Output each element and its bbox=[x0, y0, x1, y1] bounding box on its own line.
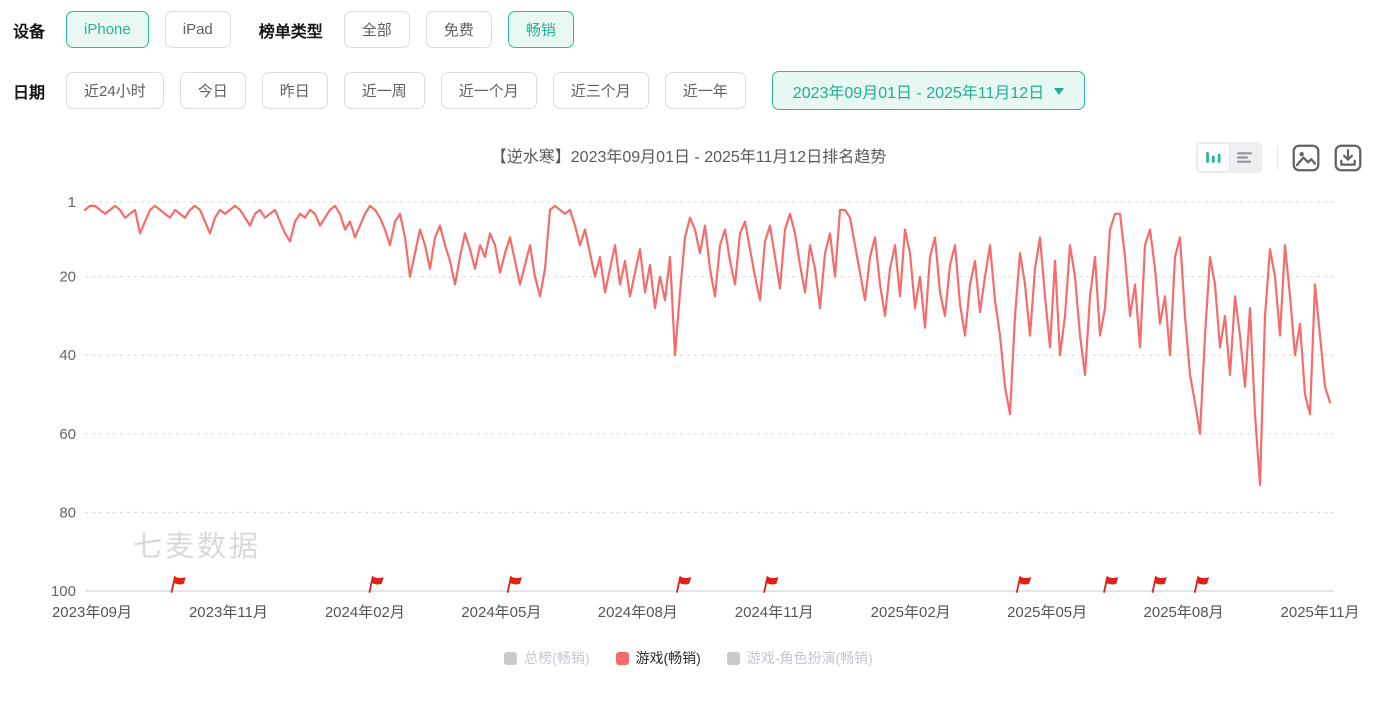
rank-trend-line[interactable] bbox=[83, 204, 1332, 486]
event-flag-8[interactable] bbox=[1151, 576, 1167, 593]
list-type-group-label: 榜单类型 bbox=[258, 23, 323, 41]
chart-toolbar bbox=[1196, 142, 1363, 173]
y-tick-label-80: 80 bbox=[59, 504, 76, 521]
date-quick-button-近一周[interactable]: 近一周 bbox=[343, 72, 425, 109]
device-button-iPhone[interactable]: iPhone bbox=[66, 11, 149, 48]
bar-chart-icon bbox=[1206, 152, 1221, 163]
x-tick-label-2: 2023年11月 bbox=[189, 604, 268, 621]
list-type-button-免费[interactable]: 免费 bbox=[425, 11, 492, 48]
date-quick-button-近24小时[interactable]: 近24小时 bbox=[66, 72, 164, 109]
download-data-button[interactable] bbox=[1333, 142, 1363, 173]
device-button-iPad[interactable]: iPad bbox=[164, 11, 231, 48]
export-image-button[interactable] bbox=[1291, 142, 1321, 173]
event-flag-6[interactable] bbox=[1016, 576, 1032, 593]
legend-label: 游戏-角色扮演(畅销) bbox=[746, 650, 873, 666]
toolbar-divider bbox=[1277, 145, 1278, 170]
date-quick-range-button-group: 近24小时 今日 昨日 近一周 近一个月 近三个月 近一年 bbox=[66, 72, 762, 109]
x-tick-label-7: 2025年02月 bbox=[871, 604, 951, 621]
y-tick-label-20: 20 bbox=[59, 269, 76, 286]
x-tick-label-9: 2025年08月 bbox=[1144, 604, 1224, 621]
event-flag-7[interactable] bbox=[1103, 576, 1119, 593]
date-filter-row: 日期 近24小时 今日 昨日 近一周 近一个月 近三个月 近一年 2023年09月01日 -… bbox=[0, 71, 1377, 110]
x-tick-label-3: 2024年02月 bbox=[325, 604, 405, 621]
x-tick-label-1: 2023年09月 bbox=[52, 604, 132, 621]
chart-header: 【逆水寒】2023年09月01日 - 2025年11月12日排名趋势 bbox=[0, 140, 1377, 176]
event-flag-4[interactable] bbox=[676, 576, 692, 593]
y-tick-label-40: 40 bbox=[59, 347, 76, 364]
legend-item-游戏-角色扮演(畅销)[interactable]: 游戏-角色扮演(畅销) bbox=[726, 648, 873, 668]
event-flag-markers bbox=[170, 576, 1210, 593]
legend-swatch bbox=[504, 651, 518, 665]
legend-label: 总榜(畅销) bbox=[524, 650, 590, 666]
image-icon bbox=[1292, 144, 1320, 171]
device-button-group: iPhone iPad bbox=[66, 11, 247, 48]
x-axis-tick-labels: 2023年09月 2023年11月 2024年02月 2024年05月 2024年08月… bbox=[52, 604, 1360, 621]
date-range-picker-button[interactable]: 2023年09月01日 - 2025年11月12日 bbox=[771, 71, 1086, 110]
chart-title: 【逆水寒】2023年09月01日 - 2025年11月12日排名趋势 bbox=[490, 149, 887, 166]
legend-item-总榜(畅销)[interactable]: 总榜(畅销) bbox=[504, 648, 590, 668]
line-chart-view-button[interactable] bbox=[1198, 144, 1229, 171]
watermark: 七麦数据 bbox=[133, 530, 261, 563]
list-type-button-畅销[interactable]: 畅销 bbox=[507, 11, 574, 48]
device-and-listtype-filter-row: 设备 iPhone iPad 榜单类型 全部 免费 畅销 bbox=[0, 11, 1377, 48]
chart-gridlines bbox=[85, 201, 1334, 592]
legend-label: 游戏(畅销) bbox=[635, 650, 701, 666]
date-range-picker-value: 2023年09月01日 - 2025年11月12日 bbox=[792, 84, 1045, 102]
device-group-label: 设备 bbox=[13, 23, 46, 41]
date-quick-button-近一年[interactable]: 近一年 bbox=[664, 72, 746, 109]
event-flag-3[interactable] bbox=[506, 576, 522, 593]
y-axis-tick-labels: 1 20 40 60 80 100 bbox=[51, 194, 76, 600]
list-icon bbox=[1237, 152, 1252, 163]
event-flag-1[interactable] bbox=[170, 576, 186, 593]
x-tick-label-4: 2024年05月 bbox=[461, 604, 541, 621]
date-quick-button-昨日[interactable]: 昨日 bbox=[261, 72, 328, 109]
event-flag-5[interactable] bbox=[763, 576, 779, 593]
date-quick-button-今日[interactable]: 今日 bbox=[179, 72, 246, 109]
legend-item-游戏(畅销)[interactable]: 游戏(畅销) bbox=[615, 648, 701, 668]
x-tick-label-8: 2025年05月 bbox=[1007, 604, 1087, 621]
date-quick-button-近三个月[interactable]: 近三个月 bbox=[552, 72, 649, 109]
event-flag-2[interactable] bbox=[368, 576, 384, 593]
legend-swatch bbox=[726, 651, 740, 665]
date-quick-button-近一个月[interactable]: 近一个月 bbox=[440, 72, 537, 109]
download-icon bbox=[1334, 144, 1362, 171]
y-tick-label-60: 60 bbox=[59, 426, 76, 443]
x-tick-label-6: 2024年11月 bbox=[735, 604, 814, 621]
date-group-label: 日期 bbox=[13, 84, 46, 102]
table-view-button[interactable] bbox=[1229, 144, 1260, 171]
chart-view-toggle bbox=[1196, 142, 1262, 173]
event-flag-9[interactable] bbox=[1194, 576, 1210, 593]
x-tick-label-10: 2025年11月 bbox=[1281, 604, 1360, 621]
list-type-button-group: 全部 免费 畅销 bbox=[343, 11, 590, 48]
y-tick-label-1: 1 bbox=[68, 194, 76, 211]
chart-legend: 总榜(畅销) 游戏(畅销) 游戏-角色扮演(畅销) bbox=[0, 648, 1377, 668]
y-tick-label-100: 100 bbox=[51, 583, 76, 600]
legend-swatch bbox=[615, 651, 629, 665]
list-type-button-全部[interactable]: 全部 bbox=[343, 11, 410, 48]
x-tick-label-5: 2024年08月 bbox=[598, 604, 678, 621]
chevron-down-icon bbox=[1054, 88, 1065, 100]
